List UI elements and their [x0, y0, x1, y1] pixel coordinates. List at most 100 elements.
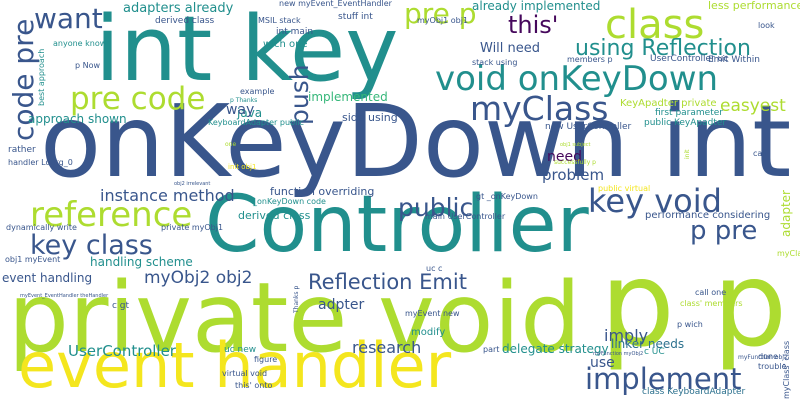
cloud-word: stack using	[472, 58, 518, 67]
cloud-word: dynamically write	[6, 223, 77, 232]
cloud-word: onKeyDown int	[40, 83, 792, 200]
cloud-word: trouble	[758, 362, 787, 371]
cloud-word: void onKeyDown	[435, 59, 719, 99]
cloud-word: main UserController	[425, 212, 506, 221]
cloud-word: Emit Within	[708, 55, 760, 65]
cloud-word: Thanks p	[293, 285, 300, 313]
cloud-word: init	[684, 149, 691, 160]
cloud-word: less performance	[708, 0, 800, 12]
cloud-word: anyone know	[53, 39, 107, 48]
cloud-word: implement	[585, 362, 742, 396]
cloud-word: new UserController	[545, 122, 632, 132]
cloud-word: uc new	[224, 345, 257, 355]
cloud-word: successfully p	[554, 159, 596, 166]
cloud-word: derived class	[238, 209, 311, 222]
cloud-word: KeyApadter private	[620, 98, 717, 109]
cloud-word: implemented	[308, 90, 388, 104]
cloud-word: instance method	[100, 186, 235, 205]
cloud-word: myObj1 obj1	[417, 16, 469, 25]
cloud-word: public KeyApadter	[644, 118, 727, 128]
cloud-word: p wich	[677, 320, 703, 329]
cloud-word: private void	[8, 262, 582, 374]
cloud-word: virtual void	[222, 369, 268, 378]
cloud-word: myFunction obj2	[738, 354, 788, 361]
cloud-word: p Thanks	[230, 97, 258, 104]
cloud-word: KeyboardAdapter public	[208, 118, 304, 127]
cloud-word: reference	[30, 195, 193, 235]
cloud-word: part	[483, 345, 500, 354]
cloud-word: private myObj1	[161, 223, 224, 232]
cloud-word: Reflection Emit	[308, 270, 467, 294]
cloud-word: event handler	[18, 329, 452, 400]
cloud-word: handling scheme	[90, 255, 193, 269]
cloud-word: int key	[95, 0, 399, 102]
cloud-word: figure	[254, 355, 278, 364]
cloud-word: delegate strategy	[502, 342, 609, 356]
cloud-word: Will need	[480, 41, 541, 56]
cloud-word: done	[758, 352, 778, 361]
cloud-word: way	[226, 102, 255, 118]
cloud-word: imply	[604, 326, 649, 345]
cloud-word: function overriding	[270, 185, 375, 198]
cloud-word: call	[753, 149, 767, 158]
cloud-word: obj1 myEvent	[5, 255, 61, 264]
cloud-word: performance considering	[645, 210, 771, 221]
cloud-word: myClass' class	[782, 340, 791, 399]
cloud-word: UserController uc	[650, 54, 729, 64]
cloud-word: p Now	[75, 61, 101, 70]
cloud-word: uc c	[426, 264, 443, 273]
cloud-word: best approach	[37, 48, 46, 106]
cloud-word: gt _onKeyDown	[476, 192, 538, 201]
cloud-word: public virtual	[598, 184, 651, 193]
cloud-word: call one	[695, 288, 727, 297]
cloud-word: need	[547, 149, 582, 165]
cloud-word: p pre	[690, 216, 758, 246]
cloud-word: new myEvent_EventHandler	[279, 0, 392, 8]
cloud-word: int main	[276, 27, 314, 37]
cloud-word: event handling	[2, 271, 93, 285]
cloud-word: problem	[542, 166, 605, 184]
cloud-word: modify	[411, 327, 446, 338]
cloud-word: already implemented	[472, 0, 601, 13]
cloud-word: myEvent_EventHandler theHandler	[20, 293, 109, 299]
cloud-word: first parameter	[655, 108, 723, 118]
cloud-word: side using	[342, 111, 398, 124]
cloud-word: java	[237, 106, 263, 120]
cloud-word: this'	[508, 11, 559, 39]
cloud-word: adapters already	[123, 1, 234, 16]
cloud-word: rather	[8, 145, 36, 155]
cloud-word: Controller	[205, 180, 589, 270]
cloud-word: stuff int	[338, 12, 373, 22]
cloud-word: look	[758, 21, 775, 30]
cloud-word: c gt	[112, 301, 130, 311]
cloud-word: example	[240, 87, 275, 96]
cloud-word: _onKeyDown code	[253, 197, 326, 206]
cloud-word: using Reflection	[575, 36, 751, 61]
cloud-word: approach shown	[28, 112, 127, 126]
cloud-word: myClass' class	[777, 249, 800, 258]
cloud-word: key class	[30, 230, 153, 261]
cloud-word: use	[590, 355, 615, 371]
cloud-word: myClass	[470, 89, 609, 128]
cloud-word: wich one	[263, 39, 308, 50]
cloud-word: c UC	[644, 347, 665, 357]
cloud-word: research	[352, 338, 422, 357]
cloud-word: class' members	[680, 299, 743, 308]
cloud-word: derived class	[155, 16, 215, 26]
cloud-word: myObj2 obj2	[144, 268, 253, 288]
cloud-word: UserController	[68, 342, 176, 360]
cloud-word: adpter	[318, 297, 365, 313]
cloud-word: this' onto	[235, 381, 273, 390]
cloud-word: adapter	[779, 190, 793, 237]
cloud-word: pre code	[70, 81, 206, 117]
cloud-word: public	[398, 193, 474, 222]
cloud-word: obj2 irrelevant	[174, 181, 211, 187]
cloud-word: one	[225, 141, 237, 148]
cloud-word: obj1 subject	[560, 142, 591, 148]
cloud-word: linker needs	[611, 337, 685, 351]
cloud-word: handler Ldarg_0	[8, 158, 73, 167]
cloud-word: MSIL stack	[258, 16, 301, 25]
cloud-word: myEvent new	[405, 309, 460, 318]
cloud-word: p p	[600, 235, 788, 373]
